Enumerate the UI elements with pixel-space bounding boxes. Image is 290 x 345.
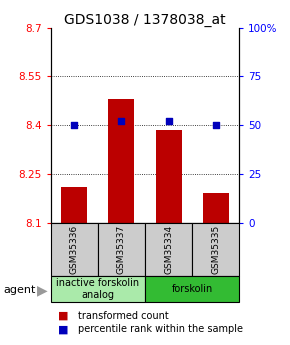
Bar bbox=[61, 187, 87, 223]
Text: percentile rank within the sample: percentile rank within the sample bbox=[78, 325, 243, 334]
Bar bbox=[98, 223, 145, 276]
Point bbox=[166, 118, 171, 124]
Bar bbox=[51, 223, 98, 276]
Text: GSM35337: GSM35337 bbox=[117, 225, 126, 274]
Text: inactive forskolin
analog: inactive forskolin analog bbox=[56, 278, 139, 300]
Point bbox=[72, 122, 77, 128]
Bar bbox=[145, 223, 192, 276]
Text: agent: agent bbox=[3, 285, 35, 295]
Text: ■: ■ bbox=[58, 311, 68, 321]
Text: transformed count: transformed count bbox=[78, 311, 169, 321]
Text: ▶: ▶ bbox=[37, 283, 47, 297]
Bar bbox=[51, 276, 145, 302]
Text: GSM35334: GSM35334 bbox=[164, 225, 173, 274]
Text: ■: ■ bbox=[58, 325, 68, 334]
Text: forskolin: forskolin bbox=[171, 284, 213, 294]
Point bbox=[213, 122, 218, 128]
Bar bbox=[156, 130, 182, 223]
Text: GSM35336: GSM35336 bbox=[70, 225, 79, 274]
Bar bbox=[192, 223, 239, 276]
Bar bbox=[203, 193, 229, 223]
Point bbox=[119, 118, 124, 124]
Bar bbox=[145, 276, 239, 302]
Bar bbox=[108, 99, 134, 223]
Text: GDS1038 / 1378038_at: GDS1038 / 1378038_at bbox=[64, 13, 226, 27]
Text: GSM35335: GSM35335 bbox=[211, 225, 220, 274]
